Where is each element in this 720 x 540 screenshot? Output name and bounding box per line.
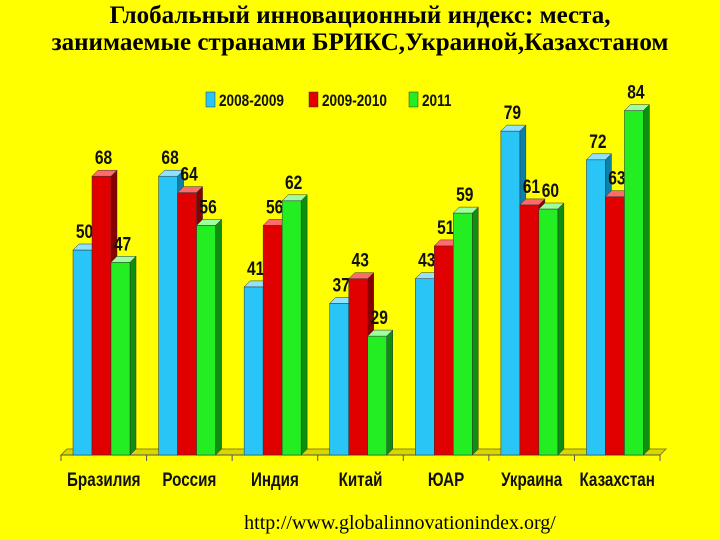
bar-2008-2009-6-top	[585, 153, 613, 161]
data-label: 47	[114, 233, 131, 255]
data-label: 60	[542, 180, 559, 202]
bar-2008-2009-6	[586, 159, 606, 456]
bar-2011-1-side	[215, 218, 222, 456]
bar-2011-4-side	[472, 206, 479, 456]
data-label: 79	[504, 102, 522, 124]
x-tick-label: Индия	[251, 468, 299, 490]
data-label: 43	[418, 249, 436, 271]
bar-2011-0-side	[129, 255, 137, 456]
chart-title-line-1: Глобальный инновационный индекс: места,	[109, 2, 611, 29]
bar-2009-2010-3	[348, 278, 368, 456]
data-label: 29	[371, 307, 389, 329]
bar-2008-2009-5-top	[500, 124, 527, 132]
bar-2009-2010-5	[519, 204, 540, 456]
bar-2011-6-side	[643, 103, 650, 456]
bar-2011-6	[624, 110, 644, 456]
bar-2011-3	[367, 335, 387, 456]
data-label: 51	[437, 216, 455, 238]
legend-label: 2008-2009	[219, 92, 284, 111]
chart-title: Глобальный инновационный индекс: места, …	[0, 2, 720, 56]
bar-2011-4	[453, 212, 473, 456]
data-label: 50	[76, 221, 93, 243]
bar-2011-5-side	[557, 202, 565, 456]
bar-2011-0-top	[110, 256, 137, 263]
legend-swatch	[408, 91, 419, 108]
bar-2011-3-top	[367, 329, 394, 337]
bar-2011-1	[196, 225, 216, 456]
bar-2009-2010-4	[434, 245, 454, 456]
bar-2011-2-top	[281, 194, 308, 202]
bar-2011-4-top	[452, 206, 479, 214]
data-label: 68	[161, 147, 179, 169]
bar-2009-2010-1	[177, 192, 197, 456]
bar-2011-5	[538, 208, 559, 456]
source-url[interactable]: http://www.globalinnovationindex.org/	[244, 512, 556, 534]
x-tick-label: Бразилия	[67, 468, 141, 490]
bar-2009-2010-2	[262, 225, 283, 456]
bar-2009-2010-6	[605, 196, 625, 456]
data-label: 63	[608, 167, 626, 189]
bar-2008-2009-5	[500, 130, 521, 456]
data-label: 56	[199, 196, 217, 218]
x-tick-label: Украина	[501, 468, 563, 490]
legend-label: 2009-2010	[322, 92, 387, 111]
data-label: 59	[456, 184, 474, 206]
legend-label: 2011	[422, 92, 452, 111]
data-label: 64	[180, 163, 198, 185]
data-label: 62	[285, 171, 302, 193]
bar-2011-6-top	[623, 104, 651, 111]
bar-2011-1-top	[195, 219, 223, 226]
bar-2009-2010-5-top	[519, 198, 546, 206]
legend-swatch	[205, 91, 216, 108]
bar-2008-2009-1	[158, 175, 178, 456]
bar-2008-2009-3	[329, 303, 349, 456]
bar-2009-2010-0-top	[91, 169, 118, 177]
bar-2008-2009-4	[415, 278, 435, 456]
bar-2011-2-side	[300, 194, 308, 456]
x-tick-label: Россия	[162, 468, 216, 490]
bar-2011-3-side	[386, 329, 393, 456]
bar-2011-5-top	[538, 202, 565, 210]
bar-2011-0	[110, 262, 131, 456]
data-label: 41	[247, 257, 265, 279]
bar-2008-2009-1-top	[157, 169, 185, 177]
data-label: 84	[627, 81, 645, 103]
data-label: 72	[589, 130, 606, 152]
chart-title-line-2: занимаемые странами БРИКС,Украиной,Казах…	[51, 29, 669, 56]
x-tick-label: Казахстан	[579, 468, 654, 490]
bar-2009-2010-0	[91, 175, 112, 456]
data-label: 37	[333, 274, 350, 296]
data-label: 61	[523, 175, 541, 197]
bar-2009-2010-1-top	[176, 186, 204, 193]
bar-2011-2	[281, 200, 302, 456]
bar-2008-2009-0	[72, 249, 93, 456]
legend-swatch	[308, 91, 319, 108]
bar-2008-2009-2	[243, 286, 264, 456]
x-tick-label: ЮАР	[428, 468, 464, 490]
x-tick-label: Китай	[339, 468, 383, 490]
data-label: 56	[266, 196, 284, 218]
data-label: 68	[95, 147, 113, 169]
bar-2009-2010-3-top	[348, 272, 375, 279]
data-label: 43	[352, 249, 370, 271]
